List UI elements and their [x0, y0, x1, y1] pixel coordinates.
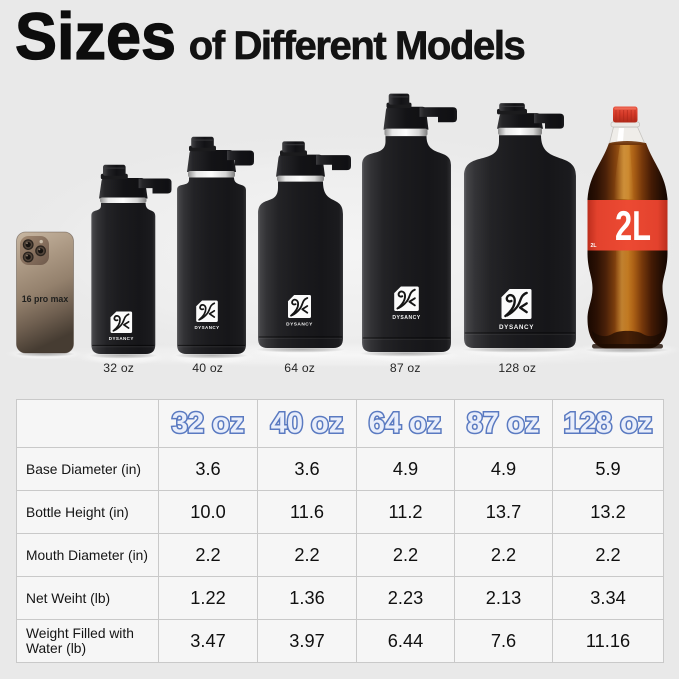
svg-text:2L: 2L	[615, 202, 651, 249]
svg-text:DYSANCY: DYSANCY	[109, 336, 134, 341]
svg-text:DYSANCY: DYSANCY	[194, 325, 219, 330]
svg-text:128 oz: 128 oz	[563, 408, 652, 440]
svg-text:DYSANCY: DYSANCY	[392, 315, 420, 321]
svg-text:87 oz: 87 oz	[467, 408, 540, 440]
svg-text:2L: 2L	[591, 243, 598, 249]
svg-text:DYSANCY: DYSANCY	[286, 322, 313, 328]
svg-text:64 oz: 64 oz	[369, 408, 442, 440]
svg-text:16 pro max: 16 pro max	[22, 294, 69, 304]
svg-text:40 oz: 40 oz	[270, 408, 343, 440]
svg-text:32 oz: 32 oz	[171, 408, 244, 440]
svg-text:DYSANCY: DYSANCY	[499, 324, 534, 331]
